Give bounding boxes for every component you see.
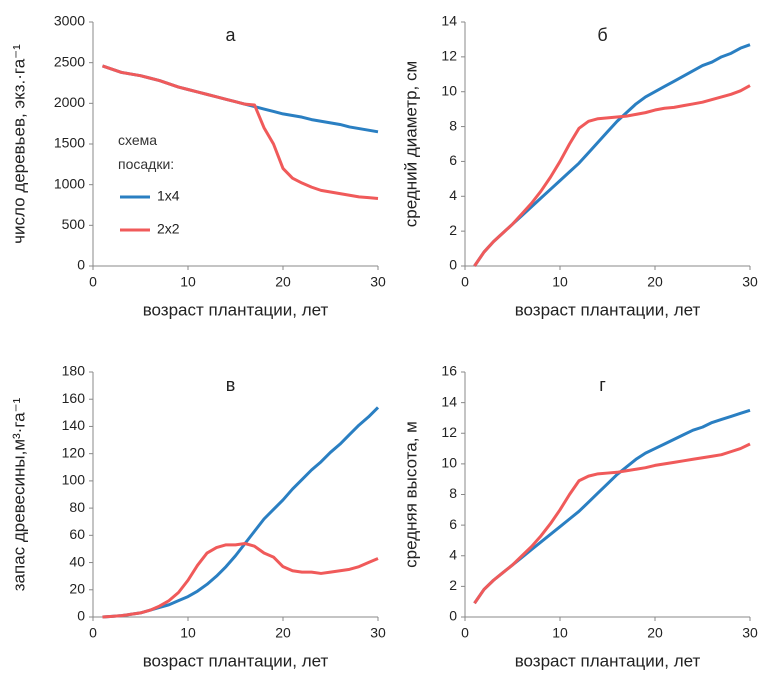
data-line — [102, 542, 379, 619]
y-tick-label: 6 — [449, 516, 457, 532]
y-axis-label: число деревьев, экз.·га⁻¹ — [9, 44, 28, 244]
y-tick-label: 2000 — [54, 94, 85, 110]
y-tick-label: 10 — [441, 455, 457, 471]
y-tick-label: 16 — [441, 363, 457, 379]
y-tick-label: 14 — [441, 393, 457, 409]
y-tick-label: 12 — [441, 48, 457, 64]
x-tick-label: 30 — [370, 274, 386, 290]
x-tick-label: 30 — [742, 274, 758, 290]
x-axis-label: возраст плантации, лет — [515, 651, 701, 670]
x-axis-label: возраст плантации, лет — [143, 300, 329, 319]
y-tick-label: 0 — [449, 257, 457, 273]
y-tick-label: 120 — [62, 444, 86, 460]
panel-label: в — [226, 375, 236, 395]
y-axis-label: средняя высота, м — [401, 421, 420, 568]
panel-label: б — [597, 25, 607, 45]
y-tick-label: 40 — [69, 553, 85, 569]
y-tick-label: 8 — [449, 485, 457, 501]
y-tick-label: 6 — [449, 152, 457, 168]
y-axis-label: запас древесины,м³·га⁻¹ — [9, 397, 28, 591]
data-line — [473, 43, 751, 267]
data-line — [473, 84, 751, 267]
y-tick-label: 140 — [62, 417, 86, 433]
y-tick-label: 2 — [449, 577, 457, 593]
x-tick-label: 20 — [275, 274, 291, 290]
x-tick-label: 0 — [461, 625, 469, 641]
data-line — [473, 408, 751, 605]
legend-label: 1x4 — [157, 188, 180, 204]
legend-label: 2x2 — [157, 221, 180, 237]
x-tick-label: 20 — [275, 625, 291, 641]
x-axis-label: возраст плантации, лет — [143, 651, 329, 670]
x-tick-label: 0 — [461, 274, 469, 290]
data-line — [102, 64, 379, 200]
y-tick-label: 100 — [62, 472, 86, 488]
y-tick-label: 0 — [77, 257, 85, 273]
y-tick-label: 3000 — [54, 13, 85, 29]
data-line — [102, 406, 380, 619]
x-tick-label: 30 — [370, 625, 386, 641]
x-tick-label: 10 — [552, 625, 568, 641]
y-tick-label: 20 — [69, 580, 85, 596]
y-tick-label: 80 — [69, 499, 85, 515]
y-tick-label: 8 — [449, 117, 457, 133]
y-tick-label: 14 — [441, 13, 457, 29]
x-tick-label: 10 — [180, 625, 196, 641]
y-tick-label: 2 — [449, 222, 457, 238]
y-tick-label: 4 — [449, 187, 457, 203]
panel-label: а — [225, 25, 236, 45]
y-tick-label: 1000 — [54, 175, 85, 191]
y-tick-label: 160 — [62, 390, 86, 406]
y-tick-label: 0 — [77, 608, 85, 624]
y-tick-label: 10 — [441, 82, 457, 98]
y-tick-label: 60 — [69, 526, 85, 542]
legend-title: схема посадки: — [118, 132, 175, 172]
x-tick-label: 20 — [647, 625, 663, 641]
x-tick-label: 20 — [647, 274, 663, 290]
x-tick-label: 0 — [89, 274, 97, 290]
y-tick-label: 500 — [62, 216, 86, 232]
x-tick-label: 30 — [742, 625, 758, 641]
data-line — [473, 442, 751, 605]
x-axis-label: возраст плантации, лет — [515, 300, 701, 319]
y-tick-label: 12 — [441, 424, 457, 440]
y-tick-label: 0 — [449, 608, 457, 624]
y-axis-label: средний диаметр, см — [401, 61, 420, 227]
x-tick-label: 10 — [552, 274, 568, 290]
y-tick-label: 2500 — [54, 53, 85, 69]
y-tick-label: 180 — [62, 363, 86, 379]
panel-label: г — [599, 375, 606, 395]
x-tick-label: 10 — [180, 274, 196, 290]
y-tick-label: 1500 — [54, 135, 85, 151]
y-tick-label: 4 — [449, 546, 457, 562]
x-tick-label: 0 — [89, 625, 97, 641]
